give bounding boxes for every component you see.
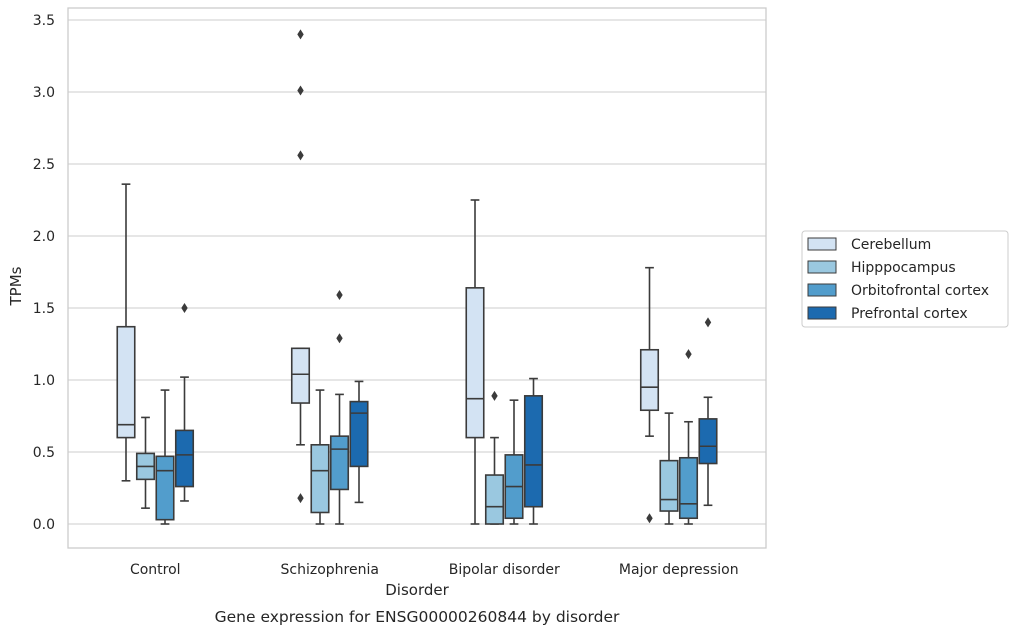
x-tick-labels: Control Schizophrenia Bipolar disorder Majo… [130,562,739,578]
outlier-point [704,317,712,328]
iqr-box [116,325,136,439]
legend-swatch [807,260,837,274]
box-orbitofrontal-cortex [155,389,175,525]
box-cerebellum [116,183,136,482]
box-hipppocampus [135,416,156,509]
box-orbitofrontal-cortex [504,399,524,525]
outlier-point [336,290,343,301]
outlier-point [297,29,304,40]
iqr-box [484,474,505,525]
legend-label: Orbitofrontal cortex [851,283,989,299]
outlier-point [646,513,653,524]
legend-label: Hipppocampus [851,260,956,276]
outlier-point [685,349,692,360]
x-tick-label: Bipolar disorder [449,562,560,578]
legend-swatch [807,237,837,251]
iqr-box [155,455,175,521]
y-tick-label: 2.5 [33,157,55,173]
iqr-box [290,347,311,404]
legend: Cerebellum Hipppocampus Orbitofrontal cort… [801,230,1009,328]
y-tick-label: 1.5 [33,301,55,317]
iqr-box [349,400,369,468]
iqr-box [698,418,718,465]
iqr-box [465,287,485,439]
legend-swatch [807,306,837,320]
box-cerebellum [465,199,485,525]
y-tick-labels: 0.0 0.5 1.0 1.5 2.0 2.5 3.0 3.5 [33,13,55,533]
box-prefrontal-cortex [349,380,369,504]
iqr-box [329,435,350,491]
box-cerebellum [290,29,311,504]
outlier-point [181,303,188,313]
outlier-point [336,333,343,344]
y-tick-label: 2.0 [33,229,55,245]
outlier-point [297,150,304,161]
box-hipppocampus [484,390,505,525]
iqr-box [523,395,544,508]
y-axis-label: TPMs [7,266,25,306]
iqr-box [174,429,195,488]
box-hipppocampus [659,412,679,525]
iqr-box [659,459,679,512]
legend-label: Cerebellum [851,237,931,253]
grid-lines [68,19,766,525]
box-prefrontal-cortex [698,317,718,507]
box-hipppocampus [310,389,330,525]
outlier-point [297,493,304,504]
box-prefrontal-cortex [523,377,544,525]
x-axis-label: Disorder [385,581,449,599]
y-tick-label: 0.5 [33,445,55,461]
iqr-box [678,456,699,520]
legend-label: Prefrontal cortex [851,306,968,322]
iqr-box [639,348,660,412]
plot-frame [67,7,767,549]
x-tick-label: Major depression [619,562,739,578]
box-prefrontal-cortex [174,303,195,502]
outlier-point [297,85,304,96]
y-tick-label: 0.0 [33,517,55,533]
box-cerebellum [639,266,660,524]
y-tick-label: 3.0 [33,85,55,101]
box-orbitofrontal-cortex [329,290,350,525]
legend-swatch [807,283,837,297]
y-tick-label: 3.5 [33,13,55,29]
box-plots [116,29,718,525]
box-orbitofrontal-cortex [678,349,699,525]
x-tick-label: Schizophrenia [281,562,379,578]
chart-caption: Gene expression for ENSG00000260844 by d… [215,608,620,626]
outlier-point [491,390,498,401]
x-tick-label: Control [130,562,181,578]
legend-frame [801,230,1009,328]
iqr-box [310,443,330,514]
y-tick-label: 1.0 [33,373,55,389]
